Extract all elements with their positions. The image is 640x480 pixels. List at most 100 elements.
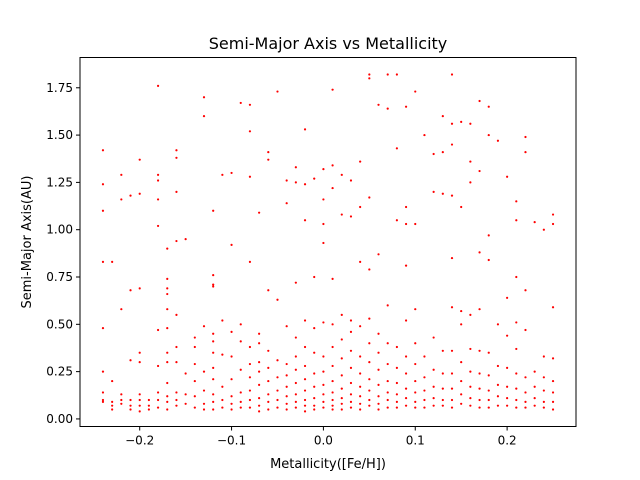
data-point <box>294 181 297 184</box>
data-point <box>322 400 325 403</box>
data-point <box>230 408 233 411</box>
data-point <box>120 402 123 405</box>
data-point <box>212 408 215 411</box>
data-point <box>404 205 408 209</box>
data-point <box>478 406 481 409</box>
data-point <box>386 391 389 394</box>
data-point <box>340 374 343 377</box>
data-point <box>460 402 463 405</box>
data-point <box>359 160 362 163</box>
data-point <box>267 366 270 369</box>
data-point <box>349 393 353 396</box>
y-tick-label: 0.00 <box>46 412 73 426</box>
data-point <box>386 398 389 402</box>
data-point <box>414 391 417 394</box>
data-point <box>303 364 307 368</box>
y-tick-label: 1.25 <box>46 175 73 189</box>
data-point <box>166 277 169 280</box>
data-point <box>166 292 169 296</box>
data-point <box>469 404 472 407</box>
data-point <box>248 103 252 106</box>
data-point <box>340 387 343 390</box>
data-point <box>120 398 123 402</box>
data-point <box>414 90 417 93</box>
data-point <box>212 332 215 335</box>
data-point <box>120 393 123 396</box>
data-point <box>322 198 325 201</box>
data-point <box>156 328 160 332</box>
data-point <box>404 387 408 390</box>
y-axis-ticks: 0.00 0.25 0.50 0.75 1.00 1.25 1.50 1.75 <box>46 81 80 426</box>
data-point <box>258 404 261 407</box>
data-point <box>276 389 279 392</box>
data-point <box>515 347 518 351</box>
data-point <box>441 115 444 118</box>
data-point <box>294 281 297 284</box>
data-point <box>212 351 215 354</box>
data-point <box>221 173 224 176</box>
data-point <box>285 179 288 182</box>
data-point <box>368 389 371 392</box>
data-point <box>138 192 141 195</box>
data-point <box>487 234 490 237</box>
data-point <box>313 372 316 375</box>
data-point <box>395 345 398 349</box>
data-point <box>377 351 380 354</box>
data-point <box>542 376 545 379</box>
data-point <box>340 313 343 316</box>
data-point <box>175 404 178 407</box>
data-point <box>175 313 178 316</box>
data-point <box>285 374 288 377</box>
data-point <box>276 376 279 379</box>
data-point <box>423 389 426 392</box>
data-point <box>212 378 215 381</box>
data-point <box>202 389 206 392</box>
data-point <box>368 342 371 345</box>
data-point <box>478 169 481 173</box>
data-point <box>496 404 500 407</box>
data-point <box>248 362 252 366</box>
data-point <box>377 395 380 398</box>
data-point <box>524 289 527 292</box>
data-point <box>156 224 160 228</box>
y-tick-label: 0.75 <box>46 270 73 284</box>
data-point <box>193 345 196 349</box>
data-point <box>404 355 408 358</box>
data-point <box>267 379 270 383</box>
data-point <box>303 219 307 222</box>
data-point <box>359 325 362 328</box>
data-point <box>166 400 169 403</box>
data-point <box>441 404 444 407</box>
data-point <box>404 264 408 267</box>
data-point <box>313 385 316 388</box>
data-point <box>258 370 261 373</box>
data-point <box>322 168 325 171</box>
data-point <box>496 364 500 368</box>
data-point <box>267 408 270 411</box>
data-point <box>111 260 114 263</box>
data-point <box>322 321 325 324</box>
data-point <box>368 361 371 364</box>
data-point <box>359 372 362 375</box>
data-point <box>414 342 417 345</box>
data-point <box>469 385 472 388</box>
data-point <box>294 336 297 339</box>
data-point <box>506 385 509 388</box>
data-point <box>386 107 389 110</box>
data-point <box>441 387 444 390</box>
data-point <box>377 408 380 411</box>
data-point <box>496 323 500 326</box>
data-point <box>258 332 261 335</box>
data-point <box>551 379 555 383</box>
data-point <box>515 219 518 222</box>
y-tick-label: 0.25 <box>46 365 73 379</box>
data-point <box>138 158 141 161</box>
data-point <box>423 376 426 379</box>
data-point <box>414 379 417 383</box>
data-point <box>331 186 334 190</box>
data-point <box>294 166 297 169</box>
data-point <box>551 213 555 216</box>
data-point <box>441 372 444 375</box>
data-point <box>349 400 353 403</box>
